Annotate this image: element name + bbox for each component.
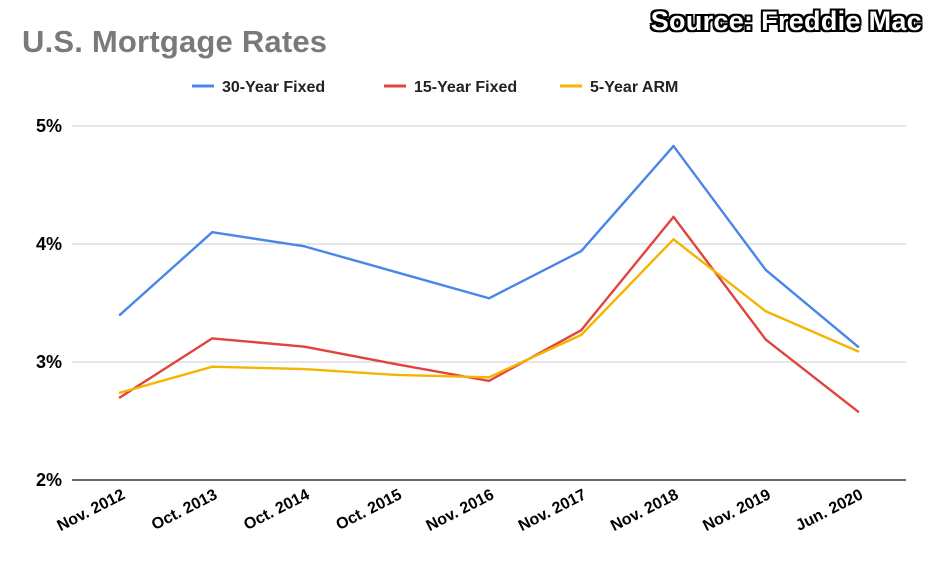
data-point [764, 338, 767, 341]
legend-label: 5-Year ARM [590, 79, 678, 96]
chart-title: U.S. Mortgage Rates [22, 24, 328, 59]
legend-label: 30-Year Fixed [222, 79, 325, 96]
data-point [211, 231, 214, 234]
x-tick-label: Oct. 2014 [241, 486, 312, 533]
data-point [764, 268, 767, 272]
y-tick-label: 5% [36, 116, 62, 136]
x-tick-label: Oct. 2015 [333, 486, 404, 533]
data-point [672, 238, 675, 241]
x-tick-label: Nov. 2018 [608, 486, 681, 535]
data-point [303, 345, 306, 348]
x-tick-label: Nov. 2019 [700, 486, 773, 535]
data-point [580, 249, 583, 253]
data-point [118, 391, 122, 394]
data-point [118, 396, 122, 399]
data-point [395, 373, 398, 377]
data-point [303, 367, 306, 371]
data-point [118, 313, 122, 316]
x-tick-label: Nov. 2012 [55, 486, 128, 535]
y-tick-label: 4% [36, 234, 62, 254]
y-axis-ticks: 2% 3% 4% 5% [36, 116, 62, 490]
data-point [395, 363, 398, 366]
x-tick-label: Oct. 2013 [149, 486, 220, 533]
data-point [487, 379, 491, 383]
x-axis-ticks: Nov. 2012 Oct. 2013 Oct. 2014 Oct. 2015 Nov.… [55, 486, 866, 535]
series-lines [118, 144, 860, 413]
data-point [672, 144, 675, 148]
source-label: Source: Freddie Mac [650, 6, 922, 36]
x-tick-label: Nov. 2017 [516, 486, 589, 535]
data-point [395, 271, 398, 274]
legend: 30-Year Fixed 15-Year Fixed 5-Year ARM [192, 79, 678, 96]
data-point [672, 215, 675, 219]
y-tick-label: 2% [36, 470, 62, 490]
legend-label: 15-Year Fixed [414, 79, 517, 96]
x-tick-label: Jun. 2020 [793, 486, 866, 534]
data-point [487, 376, 491, 379]
data-point [487, 297, 491, 300]
data-point [211, 365, 214, 368]
data-point [856, 350, 860, 353]
data-point [580, 333, 583, 337]
data-point [211, 337, 214, 340]
data-point [856, 345, 860, 348]
gridlines [72, 125, 906, 481]
data-point [856, 410, 860, 413]
y-tick-label: 3% [36, 352, 62, 372]
data-point [580, 328, 583, 332]
data-point [764, 310, 767, 313]
x-tick-label: Nov. 2016 [424, 486, 497, 535]
data-point [303, 245, 306, 248]
